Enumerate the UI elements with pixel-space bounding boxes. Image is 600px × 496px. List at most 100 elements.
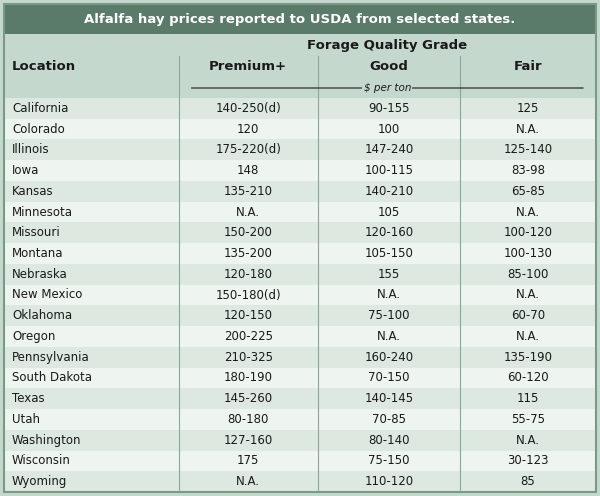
Text: 145-260: 145-260 [224, 392, 273, 405]
Text: 147-240: 147-240 [364, 143, 413, 156]
Text: N.A.: N.A. [377, 289, 401, 302]
Text: 30-123: 30-123 [507, 454, 548, 467]
Text: 100-115: 100-115 [364, 164, 413, 177]
Text: Alfalfa hay prices reported to USDA from selected states.: Alfalfa hay prices reported to USDA from… [85, 12, 515, 25]
Text: 75-150: 75-150 [368, 454, 410, 467]
Bar [4, 430, 596, 450]
Text: Pennsylvania: Pennsylvania [12, 351, 90, 364]
Bar [4, 98, 596, 119]
Text: N.A.: N.A. [236, 475, 260, 488]
Bar [4, 119, 596, 139]
Text: Wyoming: Wyoming [12, 475, 67, 488]
Text: New Mexico: New Mexico [12, 289, 82, 302]
Text: 65-85: 65-85 [511, 185, 545, 198]
Text: 125: 125 [517, 102, 539, 115]
Bar [4, 347, 596, 368]
Text: 55-75: 55-75 [511, 413, 545, 426]
Text: Oregon: Oregon [12, 330, 55, 343]
Text: 110-120: 110-120 [364, 475, 413, 488]
Text: 100-120: 100-120 [503, 226, 553, 239]
Text: 80-140: 80-140 [368, 434, 410, 447]
Text: 120-160: 120-160 [364, 226, 413, 239]
Text: 155: 155 [377, 268, 400, 281]
Text: 85-100: 85-100 [507, 268, 548, 281]
Text: Colorado: Colorado [12, 123, 65, 135]
Bar [4, 409, 596, 430]
Text: Minnesota: Minnesota [12, 205, 73, 219]
Text: N.A.: N.A. [516, 330, 540, 343]
Text: 75-100: 75-100 [368, 309, 410, 322]
Text: 125-140: 125-140 [503, 143, 553, 156]
Text: 115: 115 [517, 392, 539, 405]
Text: Fair: Fair [514, 61, 542, 73]
Bar [4, 202, 596, 222]
Text: N.A.: N.A. [516, 205, 540, 219]
Bar [4, 285, 596, 306]
Bar [4, 388, 596, 409]
Text: Oklahoma: Oklahoma [12, 309, 72, 322]
Text: N.A.: N.A. [516, 289, 540, 302]
Text: 70-150: 70-150 [368, 372, 410, 384]
Text: 180-190: 180-190 [224, 372, 272, 384]
Text: N.A.: N.A. [516, 434, 540, 447]
Text: California: California [12, 102, 68, 115]
Bar [4, 450, 596, 471]
Bar [4, 160, 596, 181]
Text: 148: 148 [237, 164, 259, 177]
Text: Premium+: Premium+ [209, 61, 287, 73]
Text: 85: 85 [521, 475, 535, 488]
Text: 150-200: 150-200 [224, 226, 272, 239]
Text: Location: Location [12, 61, 76, 73]
Text: N.A.: N.A. [377, 330, 401, 343]
Text: Kansas: Kansas [12, 185, 53, 198]
Text: 135-200: 135-200 [224, 247, 272, 260]
Text: 127-160: 127-160 [224, 434, 273, 447]
Bar [4, 78, 596, 98]
Text: 120: 120 [237, 123, 259, 135]
Text: 100-130: 100-130 [503, 247, 553, 260]
Bar [4, 243, 596, 264]
Text: 150-180(d): 150-180(d) [215, 289, 281, 302]
Text: Forage Quality Grade: Forage Quality Grade [307, 39, 467, 52]
Text: Good: Good [370, 61, 408, 73]
Bar [4, 139, 596, 160]
Text: South Dakota: South Dakota [12, 372, 92, 384]
Bar [4, 34, 596, 56]
Text: 140-250(d): 140-250(d) [215, 102, 281, 115]
Bar [4, 306, 596, 326]
Text: N.A.: N.A. [236, 205, 260, 219]
Bar [4, 4, 596, 34]
Text: 175: 175 [237, 454, 259, 467]
Text: 105: 105 [377, 205, 400, 219]
Text: 140-210: 140-210 [364, 185, 413, 198]
Text: Missouri: Missouri [12, 226, 61, 239]
Bar [4, 264, 596, 285]
Text: 83-98: 83-98 [511, 164, 545, 177]
Bar [4, 471, 596, 492]
Text: 210-325: 210-325 [224, 351, 272, 364]
Text: 105-150: 105-150 [364, 247, 413, 260]
Bar [4, 56, 596, 78]
Text: Illinois: Illinois [12, 143, 50, 156]
Bar [4, 368, 596, 388]
Text: 100: 100 [377, 123, 400, 135]
Bar [4, 222, 596, 243]
Text: $ per ton: $ per ton [364, 83, 411, 93]
Text: 120-150: 120-150 [224, 309, 272, 322]
Text: 60-70: 60-70 [511, 309, 545, 322]
Text: 70-85: 70-85 [372, 413, 406, 426]
Text: 160-240: 160-240 [364, 351, 413, 364]
Text: Iowa: Iowa [12, 164, 40, 177]
Text: Wisconsin: Wisconsin [12, 454, 71, 467]
Text: 175-220(d): 175-220(d) [215, 143, 281, 156]
Text: 135-190: 135-190 [503, 351, 553, 364]
Text: Nebraska: Nebraska [12, 268, 68, 281]
Text: 90-155: 90-155 [368, 102, 410, 115]
Text: Washington: Washington [12, 434, 82, 447]
Text: 60-120: 60-120 [507, 372, 549, 384]
Text: 200-225: 200-225 [224, 330, 272, 343]
Text: Utah: Utah [12, 413, 40, 426]
Text: 140-145: 140-145 [364, 392, 413, 405]
Text: 135-210: 135-210 [224, 185, 272, 198]
Bar [4, 181, 596, 202]
